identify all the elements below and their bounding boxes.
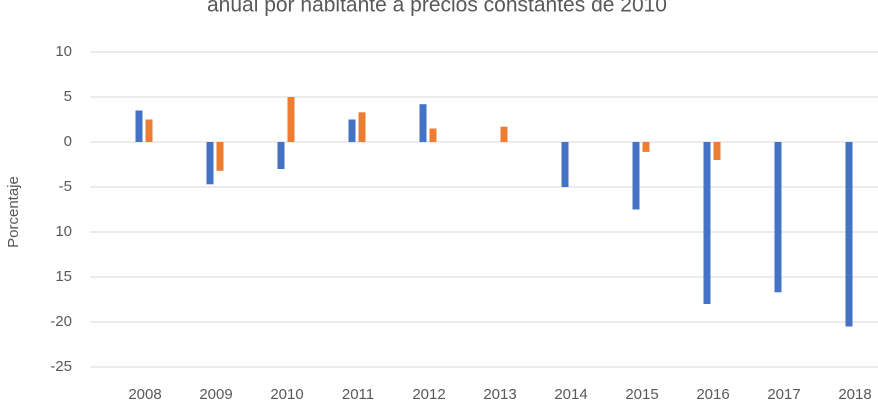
x-tick-label: 2014	[554, 386, 587, 403]
x-tick-label: 2012	[412, 386, 445, 403]
x-tick-label: 2018	[838, 386, 871, 403]
x-tick-label: 2016	[696, 386, 729, 403]
y-tick-label: 0	[64, 133, 72, 150]
x-tick-label: 2011	[342, 386, 374, 403]
x-tick-label: 2009	[199, 386, 232, 403]
bar	[206, 142, 214, 185]
bar	[216, 142, 224, 171]
bar	[642, 142, 650, 152]
x-tick-label: 2015	[625, 386, 658, 403]
bar	[713, 142, 721, 160]
x-tick-label: 2017	[767, 386, 800, 403]
y-tick-label: 15	[55, 268, 72, 285]
y-tick-label: -5	[59, 178, 72, 195]
bar	[277, 142, 285, 169]
bar	[845, 142, 853, 327]
y-tick-label: -25	[50, 358, 72, 375]
bar	[561, 142, 569, 187]
bar	[419, 104, 427, 142]
bar	[358, 112, 366, 142]
y-tick-label: 10	[55, 43, 72, 60]
y-tick-label: 10	[55, 223, 72, 240]
bar	[429, 128, 437, 142]
bar	[632, 142, 640, 210]
y-tick-label: -20	[50, 313, 72, 330]
x-tick-label: 2013	[483, 386, 516, 403]
chart-title: anual por habitante a precios constantes…	[207, 0, 667, 17]
bar	[135, 110, 143, 142]
x-tick-label: 2010	[270, 386, 303, 403]
bar	[703, 142, 711, 304]
bar	[348, 119, 356, 142]
bar	[774, 142, 782, 293]
bar	[500, 126, 508, 142]
bar	[145, 119, 153, 142]
bar	[287, 97, 295, 142]
y-axis-label: Porcentaje	[5, 176, 22, 248]
x-tick-label: 2008	[128, 386, 161, 403]
y-tick-label: 5	[64, 88, 72, 105]
